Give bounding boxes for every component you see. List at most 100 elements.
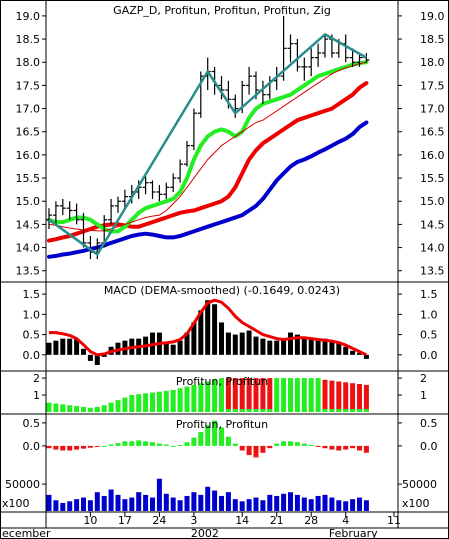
profitun1-base (260, 409, 266, 412)
month-label: 2002 (191, 527, 219, 539)
price-y-tick-label: 13.5 (16, 265, 41, 278)
profitun2-bar (170, 445, 176, 447)
profitun1-base (267, 409, 273, 412)
volume-bar (205, 486, 211, 511)
macd-bar (343, 346, 349, 355)
volume-bar (87, 500, 93, 511)
macd-bar (253, 336, 259, 355)
volume-bar (246, 499, 252, 511)
profitun1-base (150, 409, 155, 412)
profitun2-bar (288, 441, 293, 446)
profitun1-bar (191, 384, 197, 412)
ma-line-0 (47, 120, 369, 259)
profitun1-base (246, 409, 252, 412)
macd-bar (246, 330, 252, 355)
profitun2-bar (184, 442, 190, 446)
profitun1-bar (246, 378, 252, 412)
macd-bar (260, 338, 266, 355)
volume-bar (260, 500, 266, 511)
volume-bar (191, 492, 197, 511)
profitun2-bar (343, 445, 349, 450)
macd-y-tick-label: 1.5 (420, 288, 438, 301)
prof2-panel-title: Profitun, Profitun (176, 418, 268, 431)
volume-bar (274, 495, 280, 511)
profitun2-bar (239, 445, 245, 451)
price-y-tick-label: 15.5 (420, 172, 445, 185)
macd-bar (308, 338, 314, 355)
macd-bar (239, 332, 245, 355)
profitun2-bar (350, 445, 356, 449)
profitun2-bar (363, 445, 369, 453)
volume-bar (336, 500, 342, 511)
prof2-y-tick-label: 0.5 (420, 417, 438, 430)
profitun2-bar (81, 445, 86, 449)
profitun1-bar (115, 400, 121, 412)
profitun1-base (239, 409, 245, 412)
profitun1-bar (294, 378, 300, 412)
profitun1-bar (129, 395, 135, 412)
volume-bar (150, 497, 155, 511)
price-y-tick-label: 17.5 (16, 79, 41, 92)
profitun1-base (129, 409, 135, 412)
x-tick-label: 21 (270, 514, 284, 527)
price-y-tick-label: 14.5 (420, 218, 445, 231)
profitun1-base (225, 409, 231, 412)
price-panel-title: GAZP_D, Profitun, Profitun, Profitun, Zi… (113, 4, 331, 17)
price-y-tick-label: 19.0 (16, 10, 41, 23)
price-y-tick-label: 17.5 (420, 79, 445, 92)
profitun1-bar (163, 390, 169, 412)
profitun1-base (115, 409, 121, 412)
profitun2-bar (294, 442, 300, 446)
macd-bar (357, 352, 362, 355)
macd-panel-title: MACD (DEMA-smoothed) (-0.1649, 0.0243) (104, 284, 340, 297)
macd-y-tick-label: 1.5 (23, 288, 41, 301)
profitun1-base (170, 409, 176, 412)
prof2-y-tick-label: 0.0 (420, 440, 438, 453)
volume-bar (163, 493, 169, 511)
prof1-y-tick-label: 2 (420, 372, 427, 385)
prof2-y-tick-label: 0.5 (23, 417, 41, 430)
price-y-tick-label: 15.5 (16, 172, 41, 185)
macd-bar (53, 340, 59, 355)
ma-line-2 (47, 60, 369, 234)
profitun1-base (108, 409, 114, 412)
profitun1-bar (225, 378, 231, 412)
profitun1-base (343, 409, 349, 412)
volume-bar (267, 494, 273, 511)
volume-bar (74, 499, 80, 511)
macd-bar (94, 354, 100, 365)
profitun1-bar (212, 379, 218, 412)
profitun2-bar (198, 432, 204, 446)
profitun1-bar (219, 378, 224, 412)
profitun1-base (156, 409, 162, 412)
macd-bar (274, 340, 280, 355)
profitun1-base (184, 409, 190, 412)
volume-bar (67, 501, 73, 511)
macd-bar (281, 338, 287, 355)
profitun1-bar (60, 404, 66, 412)
profitun2-bar (191, 437, 197, 446)
volume-bar (170, 497, 176, 511)
ma-line-1 (47, 81, 369, 243)
volume-unit-label-right: x100 (402, 497, 430, 510)
volume-bar (81, 497, 86, 511)
ma-line-3 (48, 61, 367, 232)
volume-bar (143, 494, 149, 511)
profitun1-base (274, 409, 280, 412)
volume-bar (315, 495, 321, 511)
profitun1-bar (308, 378, 314, 412)
volume-bar (253, 497, 259, 511)
macd-y-tick-label: 0.0 (420, 349, 438, 362)
volume-bar (357, 497, 362, 511)
profitun1-bar (108, 402, 114, 412)
profitun1-base (198, 409, 204, 412)
macd-bar (74, 338, 80, 355)
x-tick-label: 4 (342, 514, 349, 527)
profitun1-base (212, 409, 218, 412)
volume-bar (232, 499, 238, 511)
profitun1-bar (53, 403, 59, 412)
profitun1-base (87, 409, 93, 412)
profitun2-bar (150, 442, 155, 446)
profitun1-base (301, 409, 307, 412)
profitun1-base (143, 409, 149, 412)
